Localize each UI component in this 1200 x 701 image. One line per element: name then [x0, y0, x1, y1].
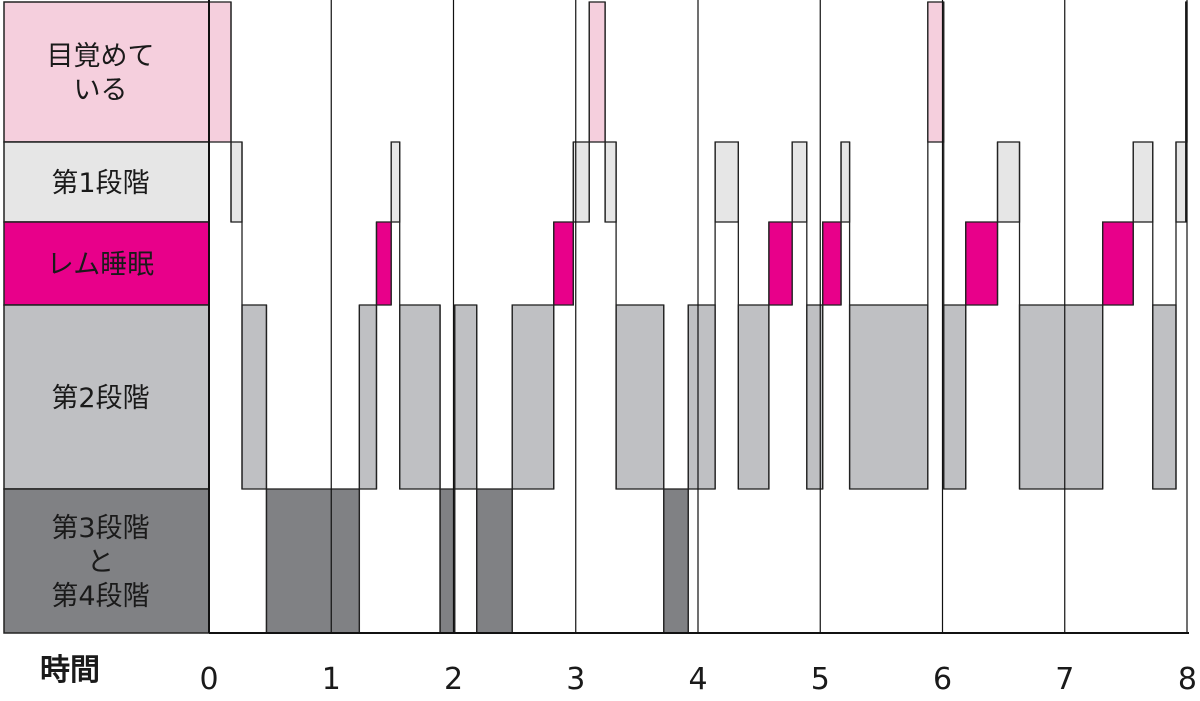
segment-19-n1 — [714, 141, 739, 223]
x-tick-label-1: 1 — [322, 662, 341, 697]
x-tick-label-7: 7 — [1055, 662, 1074, 697]
segment-1-n1 — [230, 141, 243, 223]
x-tick-label-0: 0 — [199, 662, 218, 697]
segment-34-n2 — [1152, 304, 1177, 490]
stage-label-n1-line-0: 第1段階 — [51, 168, 149, 199]
x-tick-labels: 0 1 2 3 4 5 6 7 8 — [199, 662, 1197, 697]
stage-label-bg-awake — [3, 1, 210, 143]
segment-10-n34 — [476, 488, 513, 634]
stage-label-n34-line-0: 第3段階 — [51, 513, 149, 544]
segment-16-n2 — [615, 304, 665, 490]
segment-18-n2 — [687, 304, 716, 490]
segment-layer — [208, 1, 1188, 634]
segment-27-awake — [927, 1, 945, 143]
stage-label-n34-line-2: 第4段階 — [51, 581, 149, 612]
segment-15-n1 — [604, 141, 617, 223]
stage-label-awake-line-1: いる — [74, 75, 128, 106]
segment-6-n1 — [390, 141, 401, 223]
x-tick-label-8: 8 — [1178, 662, 1197, 697]
segment-8-n34 — [439, 488, 456, 634]
segment-20-n2 — [737, 304, 770, 490]
stage-label-n2-line-0: 第2段階 — [51, 383, 149, 414]
segment-4-n2 — [358, 304, 378, 490]
segment-28-n2 — [943, 304, 967, 490]
segment-25-n1 — [840, 141, 851, 223]
segment-9-n2 — [454, 304, 478, 490]
segment-30-n1 — [996, 141, 1021, 223]
stage-label-bg-n2 — [3, 304, 210, 490]
stage-label-n34-line-1: と — [87, 547, 114, 578]
segment-24-rem — [822, 221, 842, 306]
stage-label-awake-line-0: 目覚めて — [47, 41, 155, 72]
hour-gridlines — [208, 0, 1188, 633]
segment-35-n1 — [1175, 141, 1187, 223]
stage-label-rem-line-0: レム睡眠 — [47, 250, 154, 281]
segment-33-n1 — [1132, 141, 1154, 223]
x-axis-title: 時間 — [40, 653, 100, 688]
x-tick-label-2: 2 — [444, 662, 463, 697]
x-tick-label-3: 3 — [566, 662, 585, 697]
segment-3-n34 — [265, 488, 361, 634]
segment-5-rem — [375, 221, 392, 306]
segment-29-rem — [965, 221, 999, 306]
x-tick-label-4: 4 — [688, 662, 707, 697]
x-tick-label-6: 6 — [933, 662, 952, 697]
segment-11-n2 — [511, 304, 555, 490]
segment-22-n1 — [791, 141, 808, 223]
segment-14-awake — [588, 1, 606, 143]
segment-32-rem — [1101, 221, 1134, 306]
segment-0-awake — [208, 1, 232, 143]
stage-label-bg-rem — [3, 221, 210, 306]
segment-12-rem — [553, 221, 574, 306]
stage-label-bg-n34 — [3, 488, 210, 634]
segment-31-n2 — [1018, 304, 1104, 490]
segment-26-n2 — [848, 304, 929, 490]
segment-17-n34 — [663, 488, 689, 634]
x-tick-label-5: 5 — [811, 662, 830, 697]
stage-label-bg-n1 — [3, 141, 210, 223]
segment-7-n2 — [399, 304, 441, 490]
segment-21-rem — [768, 221, 793, 306]
segment-2-n2 — [241, 304, 268, 490]
